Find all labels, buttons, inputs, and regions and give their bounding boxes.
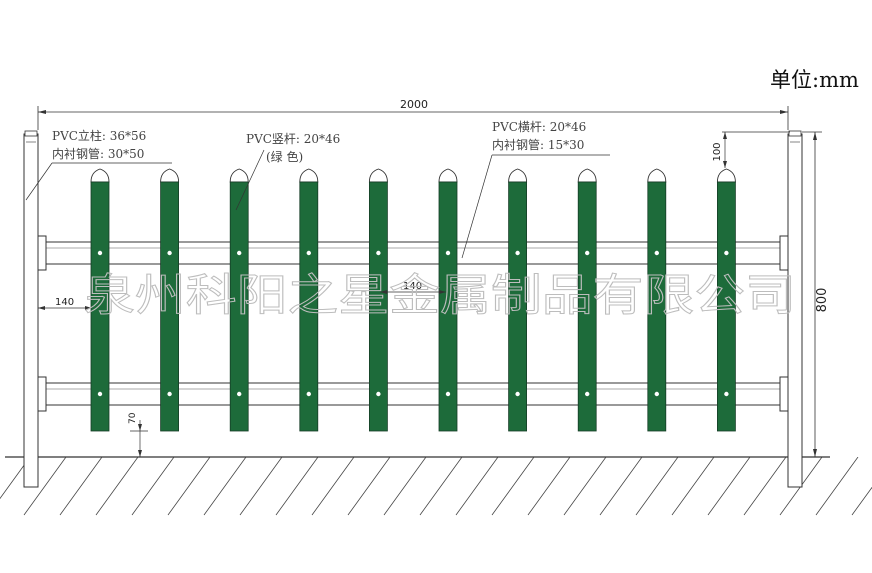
dim-rail-left-label: 140 bbox=[55, 297, 74, 308]
dim-height: 800 bbox=[802, 131, 830, 458]
pickets bbox=[90, 168, 736, 432]
picket bbox=[160, 168, 180, 432]
picket bbox=[716, 168, 736, 432]
dim-bottom-gap: 70 bbox=[128, 412, 148, 457]
dim-bottom-gap-label: 70 bbox=[128, 412, 138, 424]
post-right bbox=[787, 130, 803, 488]
picket bbox=[508, 168, 528, 432]
rail-lower bbox=[37, 376, 789, 412]
ground bbox=[0, 456, 872, 516]
annotation-picket: PVC竖杆: 20*46 (绿 色) bbox=[235, 132, 340, 211]
dim-top-offset-label: 100 bbox=[712, 142, 723, 161]
picket bbox=[299, 168, 319, 432]
picket bbox=[368, 168, 388, 432]
annotation-picket-line1: PVC竖杆: 20*46 bbox=[246, 132, 340, 146]
annotation-post-line1: PVC立柱: 36*56 bbox=[52, 128, 146, 143]
dim-top-offset: 100 bbox=[712, 131, 790, 168]
dim-total-width-label: 2000 bbox=[400, 98, 428, 111]
annotation-post-line2: 内衬钢管: 30*50 bbox=[52, 146, 144, 161]
annotation-picket-line2: (绿 色) bbox=[266, 149, 303, 164]
post-left bbox=[23, 130, 39, 488]
ground-hatching bbox=[0, 457, 872, 516]
picket bbox=[647, 168, 667, 432]
dim-rail-left: 140 bbox=[38, 297, 92, 310]
watermark-text: 泉州科阳之星金属制品有限公司 bbox=[84, 270, 796, 321]
picket bbox=[229, 168, 249, 432]
picket bbox=[577, 168, 597, 432]
picket bbox=[438, 168, 458, 432]
annotation-rail-line2: 内衬钢管: 15*30 bbox=[492, 137, 584, 152]
dim-rail-spacing-label: 140 bbox=[403, 281, 422, 292]
annotation-rail-line1: PVC横杆: 20*46 bbox=[492, 120, 586, 134]
annotation-rail: PVC横杆: 20*46 内衬钢管: 15*30 bbox=[461, 120, 610, 259]
dim-height-label: 800 bbox=[815, 288, 830, 313]
dim-rail-spacing: 140 bbox=[380, 281, 446, 294]
dim-total-width: 2000 bbox=[37, 98, 789, 130]
annotation-post: PVC立柱: 36*56 内衬钢管: 30*50 bbox=[25, 128, 172, 201]
rail-upper bbox=[37, 235, 789, 271]
unit-label: 单位:mm bbox=[770, 68, 859, 92]
picket bbox=[90, 168, 110, 432]
